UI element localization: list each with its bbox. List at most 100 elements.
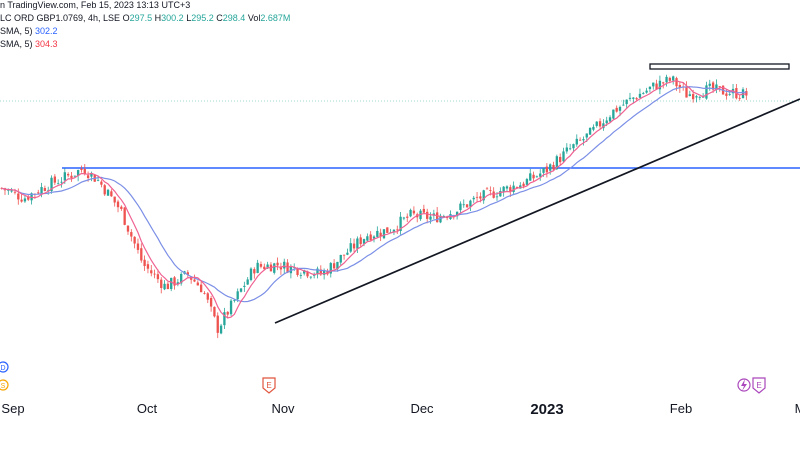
candle-body xyxy=(645,90,648,93)
candle-body xyxy=(7,189,10,191)
candle-body xyxy=(532,174,535,179)
candle-body xyxy=(332,263,336,269)
candle-body xyxy=(76,170,80,176)
candle-body xyxy=(276,262,279,266)
candle-body xyxy=(80,168,83,171)
slow-moving-average-line xyxy=(1,86,747,303)
candle-body xyxy=(96,179,100,181)
x-tick-label: Feb xyxy=(670,401,692,416)
candle-body xyxy=(632,97,635,99)
candle-body xyxy=(665,76,668,83)
resistance-zone-box[interactable] xyxy=(649,63,790,70)
volume-value: 2.687M xyxy=(260,13,291,23)
candle-body xyxy=(575,138,578,145)
open-label: O xyxy=(122,13,130,23)
candle-body xyxy=(469,200,472,207)
candle-body xyxy=(552,164,555,170)
candle-body xyxy=(539,173,542,177)
candle-body xyxy=(522,183,525,187)
candle-body xyxy=(711,82,715,90)
candle-body xyxy=(123,207,126,225)
split-marker[interactable]: S xyxy=(0,379,9,391)
candle-body xyxy=(196,282,199,286)
candle-body xyxy=(392,229,396,233)
candle-body xyxy=(658,80,662,90)
candle-body xyxy=(688,94,691,96)
candle-body xyxy=(263,266,266,270)
x-tick-label-year: 2023 xyxy=(530,401,563,418)
candle-body xyxy=(342,254,346,256)
candle-body xyxy=(515,187,519,188)
candle-body xyxy=(27,196,30,200)
ma2-value: 304.3 xyxy=(35,39,58,49)
candle-body xyxy=(442,216,445,217)
candle-body xyxy=(376,230,379,237)
candle-body xyxy=(163,283,166,290)
candle-body xyxy=(86,175,90,179)
candle-body xyxy=(369,234,372,241)
candle-body xyxy=(319,269,322,275)
candle-body xyxy=(346,252,349,255)
candle-body xyxy=(296,268,299,275)
ma1-legend[interactable]: SMA, 5) 302.2 xyxy=(0,26,58,36)
x-tick-label: Oct xyxy=(137,401,158,416)
candle-body xyxy=(50,177,53,192)
lightning-event-marker[interactable] xyxy=(737,378,751,392)
candle-body xyxy=(166,283,170,290)
candle-body xyxy=(143,259,146,266)
ma2-legend[interactable]: SMA, 5) 304.3 xyxy=(0,39,58,49)
candle-body xyxy=(303,270,306,274)
candle-body xyxy=(698,96,701,98)
candle-body xyxy=(273,263,276,273)
candle-body xyxy=(512,185,515,193)
candle-body xyxy=(30,193,33,201)
candle-body xyxy=(43,188,47,191)
candle-body xyxy=(0,187,3,189)
candle-body xyxy=(695,96,698,98)
candle-body xyxy=(120,206,123,209)
candle-body xyxy=(312,274,316,276)
candle-body xyxy=(362,239,366,244)
symbol-text[interactable]: LC ORD GBP1.0769, 4h, LSE xyxy=(0,13,121,23)
candle-body xyxy=(445,217,449,219)
candle-body xyxy=(283,261,286,269)
candle-body xyxy=(329,263,332,274)
candle-body xyxy=(103,185,106,195)
candle-body xyxy=(17,193,20,200)
candle-body xyxy=(635,98,638,100)
candle-body xyxy=(316,268,319,275)
candle-body xyxy=(126,225,130,232)
candle-body xyxy=(73,175,76,177)
candle-body xyxy=(648,86,652,90)
ascending-trendline[interactable] xyxy=(274,98,800,324)
earnings-marker-feb[interactable]: E xyxy=(752,377,766,394)
candle-body xyxy=(505,186,509,189)
candle-body xyxy=(246,279,249,285)
volume-label: Vol xyxy=(247,13,261,23)
candles-group xyxy=(0,74,748,339)
candle-body xyxy=(462,204,465,206)
ohlc-line: LC ORD GBP1.0769, 4h, LSE O297.5 H300.2 … xyxy=(0,13,290,23)
candle-body xyxy=(662,82,665,84)
candle-body xyxy=(578,139,582,141)
candle-body xyxy=(289,265,293,274)
candle-body xyxy=(60,181,63,183)
candle-body xyxy=(83,168,86,175)
close-value: 298.4 xyxy=(222,13,246,23)
candle-body xyxy=(678,85,682,88)
dividend-marker[interactable]: D xyxy=(0,361,9,373)
x-tick-label-partial: M xyxy=(795,401,800,416)
candle-body xyxy=(306,271,309,277)
candle-body xyxy=(339,254,342,263)
candle-body xyxy=(226,311,229,315)
candle-body xyxy=(239,288,243,292)
candle-body xyxy=(133,236,136,244)
candle-body xyxy=(396,229,399,231)
candle-body xyxy=(642,93,645,95)
candle-body xyxy=(672,76,675,81)
candle-body xyxy=(209,298,213,307)
earnings-marker[interactable]: E xyxy=(262,377,276,394)
candle-body xyxy=(605,120,608,124)
candle-body xyxy=(465,204,469,208)
